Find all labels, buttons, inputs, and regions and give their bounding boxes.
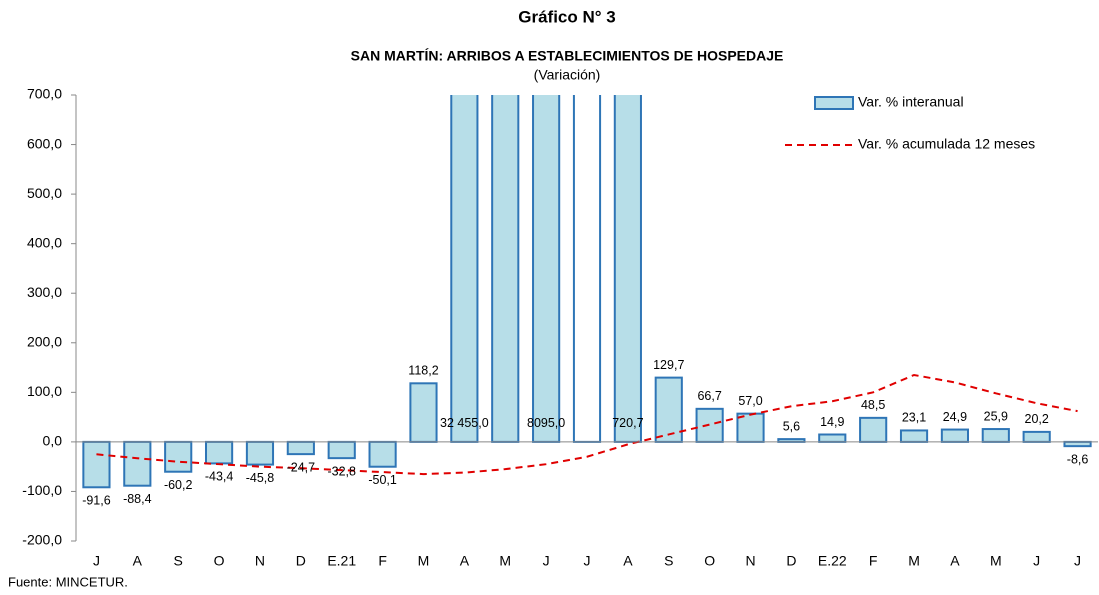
x-tick-label: F <box>869 553 878 569</box>
value-label: 66,7 <box>697 389 721 403</box>
value-label: -24,7 <box>287 460 316 474</box>
x-tick-label: D <box>786 553 796 569</box>
bar <box>450 95 479 443</box>
value-label: 48,5 <box>861 398 885 412</box>
x-tick-label: J <box>543 553 550 569</box>
line-series <box>96 373 1078 476</box>
legend-swatch <box>814 96 854 110</box>
chart-subtitle: SAN MARTÍN: ARRIBOS A ESTABLECIMIENTOS D… <box>351 48 784 64</box>
value-label: -8,6 <box>1067 452 1089 466</box>
bar <box>859 416 888 443</box>
value-label: 14,9 <box>820 415 844 429</box>
bar <box>818 433 847 443</box>
bar <box>899 429 929 443</box>
value-label: 24,9 <box>943 410 967 424</box>
value-label: 8095,0 <box>527 416 565 430</box>
bar <box>327 440 356 460</box>
x-tick-label: M <box>499 553 511 569</box>
x-tick-label: A <box>460 553 470 569</box>
x-tick-label: J <box>584 553 591 569</box>
value-label: 5,6 <box>783 419 800 433</box>
bar <box>613 95 642 443</box>
bar <box>1063 440 1092 448</box>
source-note: Fuente: MINCETUR. <box>8 574 128 589</box>
bar <box>164 440 193 473</box>
value-label: 25,9 <box>984 409 1008 423</box>
y-tick-label: 0,0 <box>43 433 63 449</box>
x-tick-label: N <box>255 553 265 569</box>
value-label: -50,1 <box>368 473 397 487</box>
bar <box>368 440 397 468</box>
x-tick-label: F <box>378 553 387 569</box>
x-tick-label: A <box>133 553 143 569</box>
x-tick-label: J <box>93 553 100 569</box>
value-label: -43,4 <box>205 470 234 484</box>
value-label: -32,8 <box>327 464 356 478</box>
x-tick-label: J <box>1033 553 1040 569</box>
x-tick-label: J <box>1074 553 1081 569</box>
bar <box>491 95 520 443</box>
x-tick-label: O <box>704 553 715 569</box>
y-tick-label: 700,0 <box>27 86 62 102</box>
bar <box>940 428 970 443</box>
bar <box>82 440 111 489</box>
bar <box>286 440 315 456</box>
value-label: -88,4 <box>123 492 152 506</box>
value-label: -91,6 <box>82 494 111 508</box>
value-label: 32 455,0 <box>440 416 489 430</box>
legend-label: Var. % interanual <box>858 94 964 110</box>
chart-title: Gráfico N° 3 <box>518 7 616 26</box>
x-tick-label: M <box>990 553 1002 569</box>
x-tick-label: A <box>623 553 633 569</box>
bar <box>695 407 724 443</box>
bar <box>409 382 438 443</box>
value-label: -45,8 <box>246 471 275 485</box>
bar <box>981 428 1010 443</box>
bar <box>245 440 275 466</box>
bar <box>654 376 683 443</box>
x-tick-label: D <box>296 553 306 569</box>
value-label: 118,2 <box>408 364 438 378</box>
bar <box>1022 430 1051 443</box>
value-label: -60,2 <box>164 478 193 492</box>
y-tick-label: 100,0 <box>27 383 62 399</box>
x-tick-label: M <box>418 553 430 569</box>
value-label: 129,7 <box>653 358 684 372</box>
y-tick-label: 500,0 <box>27 185 62 201</box>
value-label: 57,0 <box>738 394 762 408</box>
x-tick-label: O <box>214 553 225 569</box>
bar <box>123 440 152 487</box>
x-tick-label: S <box>174 553 183 569</box>
y-tick-label: 300,0 <box>27 284 62 300</box>
legend-label: Var. % acumulada 12 meses <box>858 136 1035 152</box>
x-tick-label: E.21 <box>327 553 356 569</box>
x-tick-label: A <box>950 553 960 569</box>
y-tick-label: -200,0 <box>22 532 62 548</box>
x-tick-label: N <box>745 553 755 569</box>
unit-note: (Variación) <box>534 67 601 83</box>
y-tick-label: 400,0 <box>27 234 62 250</box>
x-tick-label: S <box>664 553 673 569</box>
y-tick-label: 200,0 <box>27 333 62 349</box>
value-label: 23,1 <box>902 411 926 425</box>
value-label: 720,7 <box>612 416 643 430</box>
y-tick-label: -100,0 <box>22 482 62 498</box>
bar <box>204 440 234 465</box>
y-tick-label: 600,0 <box>27 135 62 151</box>
x-tick-label: E.22 <box>818 553 847 569</box>
x-tick-label: M <box>908 553 920 569</box>
value-label: 20,2 <box>1025 412 1049 426</box>
